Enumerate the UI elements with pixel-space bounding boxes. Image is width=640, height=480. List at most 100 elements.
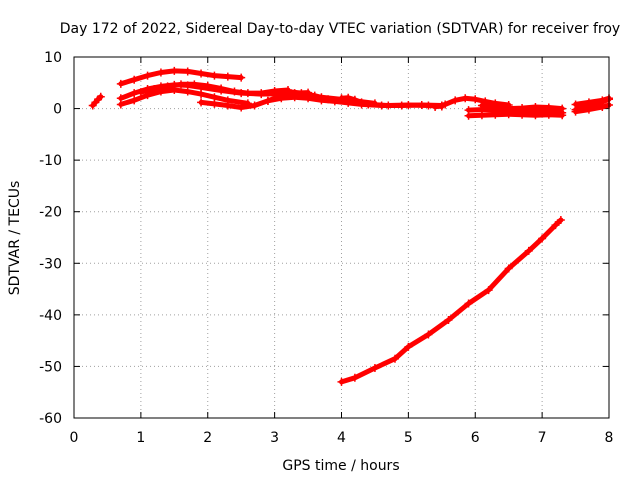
series-trace — [118, 68, 244, 87]
data-point — [230, 87, 239, 96]
series-trace — [90, 94, 104, 108]
data-point — [504, 264, 513, 273]
data-point — [210, 71, 219, 80]
x-tick-label: 8 — [605, 430, 614, 446]
data-point — [551, 221, 560, 230]
data-point — [391, 354, 399, 363]
y-tick-label: 0 — [53, 102, 62, 118]
data-point — [337, 94, 346, 103]
data-point — [350, 95, 359, 104]
x-axis-label: GPS time / hours — [282, 458, 399, 474]
data-point — [143, 71, 152, 80]
data-point — [277, 94, 286, 103]
data-point — [257, 89, 266, 98]
y-tick-label: -30 — [39, 256, 62, 272]
data-point — [477, 111, 486, 120]
data-point — [223, 72, 232, 81]
series-arc-a — [88, 92, 105, 110]
chart-title: Day 172 of 2022, Sidereal Day-to-day VTE… — [60, 21, 620, 37]
data-point — [350, 373, 359, 382]
data-point — [284, 87, 292, 96]
data-point — [471, 95, 480, 104]
series-arc-p — [571, 94, 613, 109]
x-tick-label: 0 — [70, 430, 79, 446]
data-point — [531, 103, 540, 112]
data-point — [424, 101, 433, 110]
data-point — [130, 96, 139, 105]
x-tick-label: 2 — [203, 430, 212, 446]
data-point — [116, 100, 125, 109]
data-point — [96, 92, 105, 101]
series-trace — [118, 87, 251, 107]
data-point — [217, 84, 226, 93]
series-trace — [573, 95, 612, 107]
data-point — [584, 105, 593, 114]
data-point — [384, 101, 393, 110]
data-point — [210, 93, 219, 102]
data-point — [170, 66, 179, 75]
tick-labels: 0 1 2 3 4 5 6 7 8 10 0 -10 -20 -30 -40 -50 -60 — [39, 50, 613, 446]
data-point — [491, 103, 500, 112]
series-arc-i — [337, 93, 366, 107]
data-point — [404, 100, 413, 109]
series-trace — [339, 217, 564, 385]
y-tick-label: -20 — [39, 205, 62, 221]
y-tick-label: -10 — [39, 153, 62, 169]
data-point — [237, 73, 246, 82]
x-tick-label: 7 — [538, 430, 547, 446]
data-point — [243, 89, 252, 98]
data-point — [424, 330, 433, 339]
data-point — [544, 103, 553, 112]
data-point — [461, 94, 470, 103]
data-point — [197, 69, 206, 78]
x-tick-label: 1 — [136, 430, 145, 446]
data-point — [297, 89, 306, 98]
y-tick-label: -60 — [39, 411, 62, 427]
data-point — [598, 96, 607, 105]
data-point — [183, 87, 192, 96]
data-point — [324, 95, 333, 104]
data-series-layer — [88, 66, 613, 386]
series-arc-m — [464, 110, 567, 120]
data-point — [197, 98, 206, 107]
x-tick-label: 6 — [471, 430, 480, 446]
y-axis-label: SDTVAR / TECUs — [7, 181, 23, 296]
data-point — [518, 104, 527, 113]
data-point — [464, 299, 473, 308]
y-tick-label: -40 — [39, 308, 62, 324]
data-point — [584, 98, 593, 107]
data-point — [441, 100, 450, 109]
data-point — [504, 104, 513, 113]
series-arc-d — [116, 86, 252, 109]
data-point — [197, 90, 206, 99]
data-point — [518, 110, 527, 119]
data-point — [484, 286, 493, 295]
data-point — [556, 215, 565, 224]
data-point — [431, 103, 440, 112]
x-tick-label: 4 — [337, 430, 346, 446]
data-point — [598, 103, 607, 112]
plot-border — [73, 56, 610, 419]
data-point — [190, 80, 199, 89]
data-point — [531, 111, 540, 120]
data-point — [203, 81, 212, 90]
data-point — [357, 98, 366, 107]
data-point — [130, 75, 139, 84]
data-point — [538, 234, 547, 243]
data-point — [464, 111, 473, 120]
x-tick-label: 5 — [404, 430, 413, 446]
data-point — [270, 90, 279, 99]
series-trace — [573, 102, 612, 115]
data-point — [491, 110, 500, 119]
data-point — [451, 96, 460, 105]
series-arc-r — [337, 215, 565, 386]
data-point — [444, 316, 453, 325]
data-point — [544, 110, 553, 119]
data-point — [571, 100, 580, 109]
data-point — [210, 99, 219, 108]
data-point — [116, 79, 125, 88]
data-point — [150, 84, 159, 93]
series-arc-b — [116, 66, 246, 88]
data-point — [130, 89, 139, 98]
